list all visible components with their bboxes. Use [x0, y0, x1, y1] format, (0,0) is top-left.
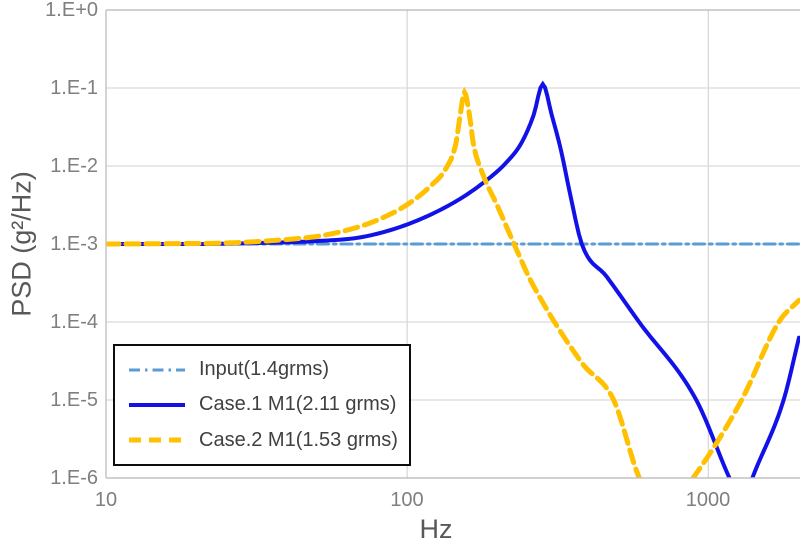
legend-swatch-input-line	[129, 368, 185, 372]
y-tick-label: 1.E-3	[50, 233, 98, 255]
legend-item-case2: Case.2 M1(1.53 grms)	[128, 429, 409, 452]
x-tick-label: 1000	[685, 489, 731, 511]
legend-item-case1: Case.1 M1(2.11 grms)	[128, 393, 409, 416]
legend-item-input: Input(1.4grms)	[128, 358, 409, 381]
y-tick-label: 1.E-5	[50, 389, 98, 411]
legend-label: Case.1 M1(2.11 grms)	[199, 393, 397, 416]
y-tick-label: 1.E-4	[50, 311, 98, 333]
y-tick-label: 1.E-2	[50, 155, 98, 177]
legend-label: Input(1.4grms)	[199, 358, 330, 381]
plot-border	[105, 9, 800, 479]
x-tick-label: 100	[390, 489, 424, 511]
y-tick-label: 1.E-1	[50, 77, 98, 99]
series-line-2	[106, 86, 800, 478]
x-axis-title: Hz	[419, 514, 453, 544]
y-tick-label: 1.E-6	[50, 467, 98, 489]
legend: Input(1.4grms) Case.1 M1(2.11 grms) Case…	[113, 344, 411, 466]
legend-swatch-case2-line	[129, 437, 185, 443]
y-tick-label: 1.E+0	[45, 0, 98, 21]
x-tick-label: 10	[94, 489, 118, 511]
legend-swatch-case1-line	[129, 402, 185, 407]
legend-label: Case.2 M1(1.53 grms)	[199, 428, 398, 451]
series-curves	[106, 80, 800, 478]
